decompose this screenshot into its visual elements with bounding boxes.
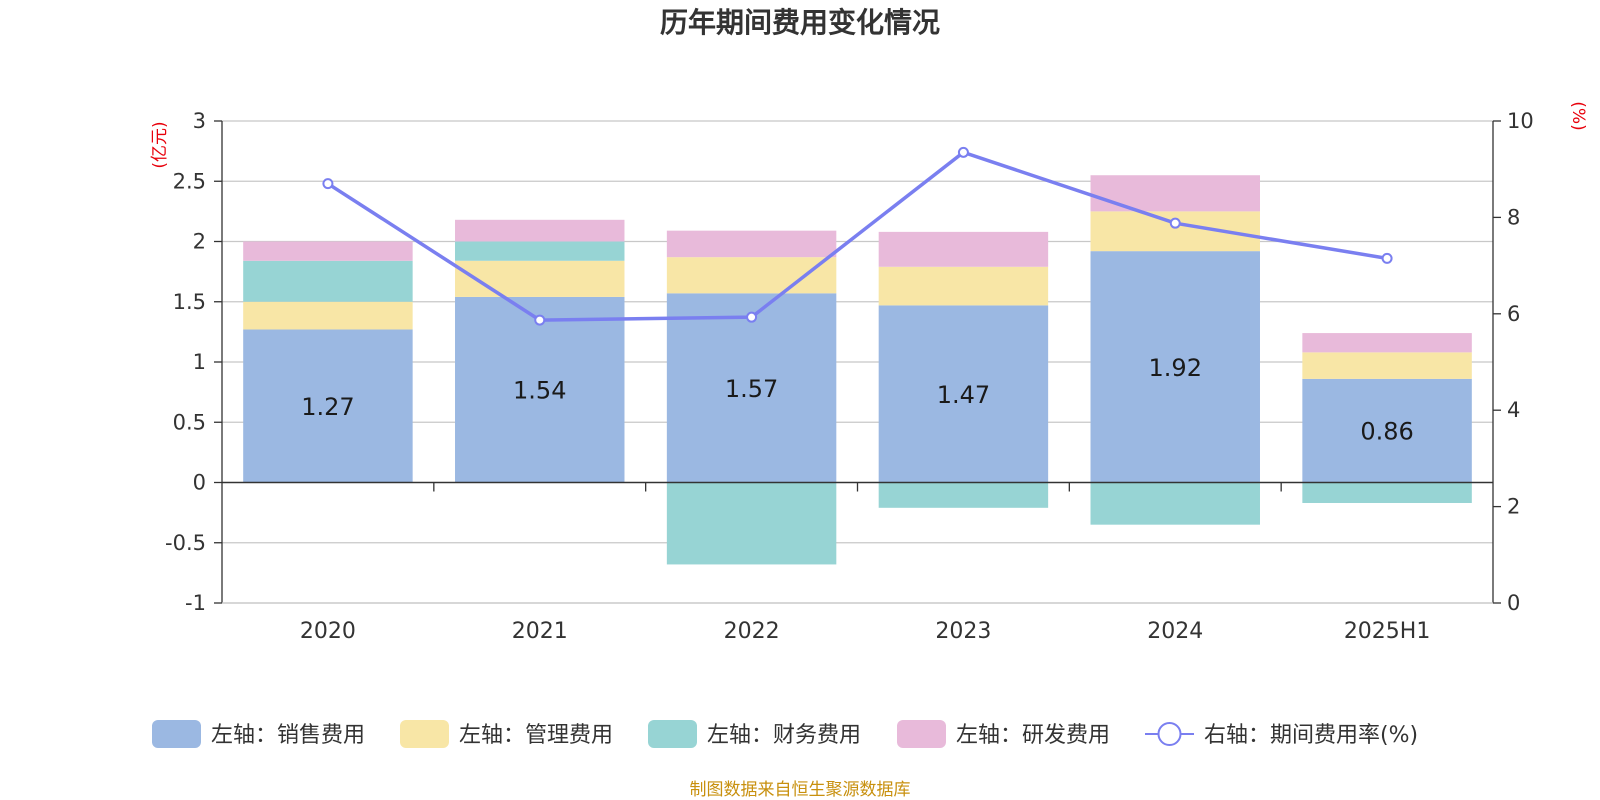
bar-segment [1090, 482, 1260, 525]
left-tick-label: 2.5 [173, 169, 206, 193]
legend-swatch [400, 720, 449, 748]
bar-segment [243, 241, 413, 261]
left-axis-unit: (亿元) [150, 121, 170, 168]
left-tick-label: 1 [193, 350, 206, 374]
legend: 左轴：销售费用 左轴：管理费用 左轴：财务费用 左轴：研发费用 右轴：期间费用率(%) [152, 720, 1418, 748]
rate-line-point [1381, 252, 1393, 264]
right-tick-label: 8 [1507, 205, 1520, 229]
left-tick-label: -1 [185, 591, 206, 615]
bar-data-label: 1.54 [513, 377, 566, 405]
legend-swatch [648, 720, 697, 748]
bar-segment [1090, 175, 1260, 212]
data-labels: 1.27 1.54 1.57 1.47 1.92 0.86 [301, 354, 1414, 446]
rate-line-point [957, 146, 969, 158]
bar-segment [243, 301, 413, 330]
rate-line [322, 146, 1393, 326]
legend-swatch [897, 720, 946, 748]
legend-label: 右轴：期间费用率(%) [1204, 723, 1418, 748]
right-tick-label: 10 [1507, 109, 1534, 133]
left-tick-label: 2 [193, 230, 206, 254]
rate-line-point [746, 311, 758, 323]
bar-segment [666, 230, 837, 258]
x-tick-label: 2024 [1147, 619, 1203, 644]
legend-label: 左轴：管理费用 [459, 723, 613, 748]
legend-swatch [152, 720, 201, 748]
bars [243, 175, 1472, 565]
x-tick-label: 2021 [512, 619, 568, 644]
bar-segment [455, 241, 625, 261]
legend-marker [1157, 722, 1182, 746]
bar-segment [243, 260, 413, 302]
legend-label: 左轴：财务费用 [707, 723, 861, 748]
rate-line-point [1169, 217, 1181, 229]
bar-segment [878, 305, 1049, 483]
axes: -1 -0.5 0 0.5 1 1.5 2 2.5 3 0 2 4 6 8 10 2020 2021 2022 20… [165, 109, 1534, 644]
chart-title: 历年期间费用变化情况 [660, 6, 940, 39]
bar-data-label: 1.47 [937, 381, 990, 409]
bar-segment [1302, 482, 1472, 503]
bar-data-label: 1.27 [301, 393, 354, 421]
rate-line-point [534, 314, 546, 326]
rate-line-point [322, 178, 334, 190]
bar-segment [455, 260, 625, 297]
bar-segment [878, 231, 1049, 267]
right-tick-label: 2 [1507, 495, 1520, 519]
bar-segment [1090, 211, 1260, 252]
bar-segment [1302, 378, 1472, 483]
bar-segment [243, 329, 413, 483]
bar-data-label: 1.57 [725, 375, 778, 403]
bar-segment [878, 266, 1049, 306]
legend-label: 左轴：研发费用 [956, 723, 1110, 748]
left-tick-label: 0 [193, 471, 206, 495]
x-tick-label: 2023 [935, 619, 991, 644]
right-tick-label: 4 [1507, 398, 1520, 422]
bar-segment [1090, 251, 1260, 483]
bar-segment [666, 482, 837, 565]
legend-label: 左轴：销售费用 [211, 723, 365, 748]
right-tick-label: 6 [1507, 302, 1520, 326]
left-tick-label: -0.5 [165, 531, 206, 555]
right-axis-unit: (%) [1568, 101, 1588, 130]
source-note: 制图数据来自恒生聚源数据库 [690, 780, 911, 800]
right-tick-label: 0 [1507, 591, 1520, 615]
x-tick-label: 2025H1 [1344, 619, 1431, 644]
bar-data-label: 0.86 [1360, 418, 1413, 446]
left-tick-label: 0.5 [173, 410, 206, 434]
grid-lines [222, 120, 1493, 604]
bar-segment [1302, 352, 1472, 379]
bar-segment [1302, 333, 1472, 353]
x-tick-label: 2020 [300, 619, 356, 644]
bar-segment [878, 482, 1049, 508]
bar-segment [455, 219, 625, 242]
rate-line-path [326, 150, 1388, 322]
x-tick-label: 2022 [724, 619, 780, 644]
bar-data-label: 1.92 [1149, 354, 1202, 382]
left-tick-label: 1.5 [173, 290, 206, 314]
left-tick-label: 3 [193, 109, 206, 133]
bar-segment [666, 293, 837, 483]
bar-segment [455, 296, 625, 483]
bar-segment [666, 257, 837, 294]
